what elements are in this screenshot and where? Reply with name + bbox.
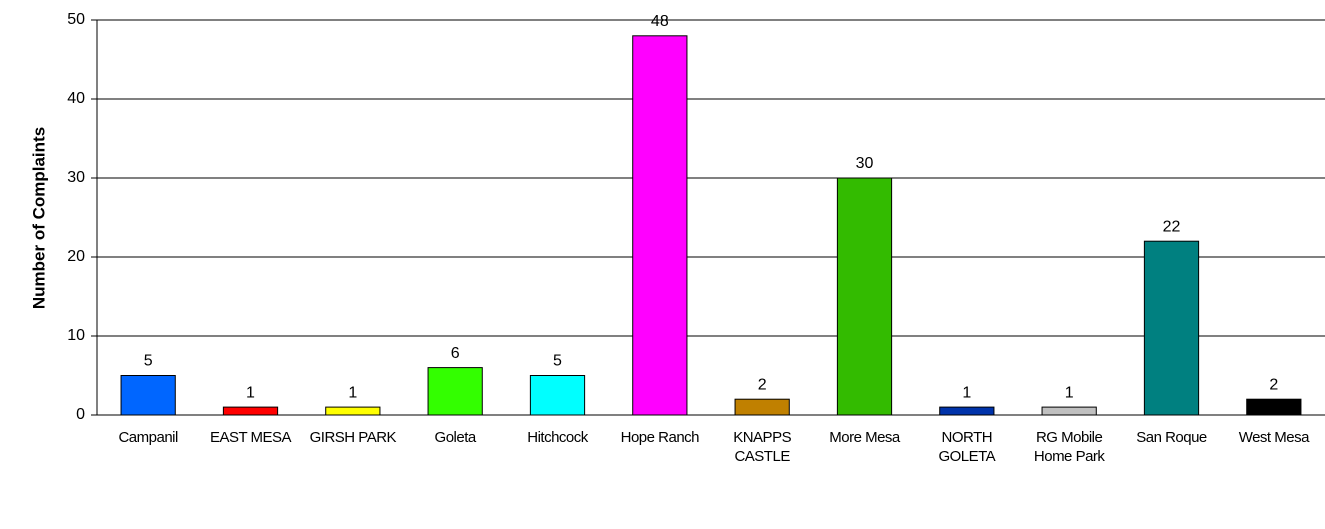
x-tick-label: Campanil bbox=[118, 429, 178, 446]
y-tick-label: 0 bbox=[76, 406, 85, 423]
x-tick-label: Goleta bbox=[434, 429, 477, 446]
data-label: 48 bbox=[651, 13, 669, 30]
data-label: 2 bbox=[758, 376, 767, 393]
data-label: 6 bbox=[451, 345, 460, 362]
x-tick-label: West Mesa bbox=[1238, 429, 1310, 446]
data-label: 22 bbox=[1163, 218, 1181, 235]
bar bbox=[529, 375, 586, 416]
y-tick-label: 20 bbox=[67, 248, 85, 265]
x-tick-label: San Roque bbox=[1136, 429, 1207, 446]
bar bbox=[1246, 398, 1302, 416]
bar bbox=[632, 35, 688, 416]
x-tick-label: NORTH GOLETA bbox=[938, 429, 996, 465]
x-tick-label: RG Mobile Home Park bbox=[1033, 429, 1105, 465]
y-tick-label: 40 bbox=[67, 90, 85, 107]
data-label: 1 bbox=[246, 384, 255, 401]
x-tick-label: Hope Ranch bbox=[620, 429, 700, 446]
y-tick-label: 50 bbox=[67, 11, 85, 28]
bar bbox=[1041, 406, 1097, 416]
x-tick-label: EAST MESA bbox=[209, 429, 292, 446]
data-label: 5 bbox=[553, 353, 562, 370]
y-tick-label: 30 bbox=[67, 169, 85, 186]
data-label: 1 bbox=[962, 384, 971, 401]
bar bbox=[734, 398, 790, 416]
data-label: 1 bbox=[348, 384, 357, 401]
data-label: 5 bbox=[144, 353, 153, 370]
x-tick-label: More Mesa bbox=[829, 429, 900, 446]
bar bbox=[120, 375, 176, 416]
bar bbox=[222, 406, 279, 416]
bar bbox=[325, 406, 381, 416]
y-tick-label: 10 bbox=[67, 327, 85, 344]
bar bbox=[427, 367, 483, 416]
data-label: 1 bbox=[1065, 384, 1074, 401]
bar bbox=[836, 177, 893, 416]
data-label: 30 bbox=[856, 155, 874, 172]
y-axis-label: Number of Complaints bbox=[29, 127, 48, 309]
x-tick-label: Hitchcock bbox=[527, 429, 588, 446]
x-tick-label: GIRSH PARK bbox=[309, 429, 397, 446]
bar bbox=[939, 406, 995, 416]
bar bbox=[1143, 240, 1200, 416]
x-tick-label: KNAPPS CASTLE bbox=[733, 429, 792, 465]
data-label: 2 bbox=[1269, 376, 1278, 393]
